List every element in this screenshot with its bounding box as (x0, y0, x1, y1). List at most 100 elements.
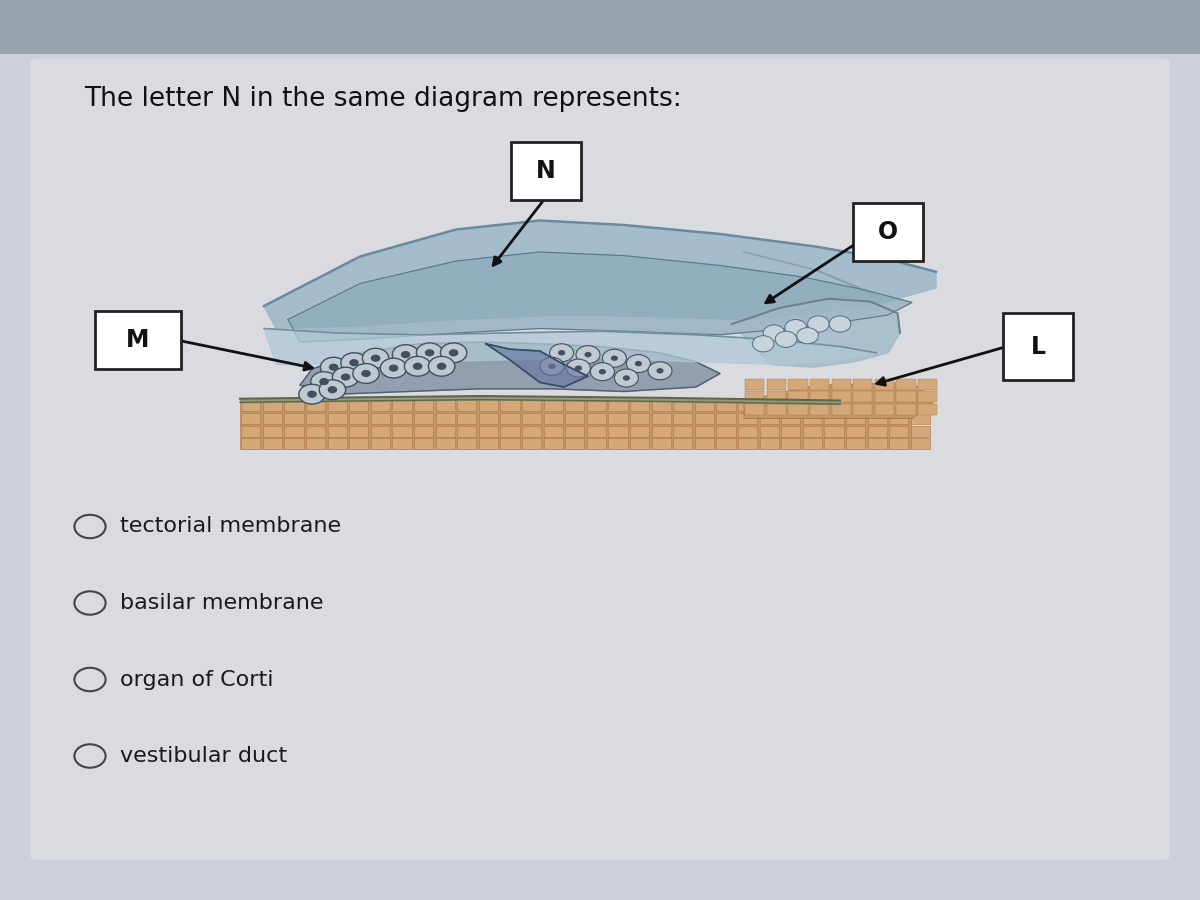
Circle shape (736, 583, 748, 592)
Bar (608, 426, 628, 436)
Circle shape (734, 60, 742, 65)
Bar (371, 438, 390, 449)
Circle shape (178, 633, 186, 639)
Bar (896, 379, 916, 390)
Circle shape (134, 305, 149, 316)
Circle shape (955, 735, 973, 749)
Circle shape (0, 760, 12, 769)
Circle shape (1034, 122, 1046, 132)
Polygon shape (486, 344, 588, 387)
Bar (436, 438, 455, 449)
Circle shape (1081, 819, 1091, 826)
Circle shape (144, 479, 149, 483)
Polygon shape (300, 342, 720, 394)
Circle shape (65, 660, 82, 672)
Circle shape (605, 381, 610, 384)
FancyBboxPatch shape (1003, 313, 1073, 380)
Bar (241, 400, 260, 411)
Circle shape (380, 358, 407, 378)
Circle shape (738, 595, 745, 599)
Circle shape (366, 619, 380, 631)
Bar (832, 404, 851, 415)
Circle shape (440, 343, 467, 363)
Circle shape (544, 233, 551, 238)
Bar (781, 413, 800, 424)
Circle shape (647, 736, 666, 751)
Bar (767, 392, 786, 402)
Circle shape (745, 824, 762, 837)
Bar (630, 426, 649, 436)
Text: M: M (126, 328, 150, 352)
Bar (263, 400, 282, 411)
Circle shape (1062, 360, 1079, 372)
Circle shape (966, 92, 985, 106)
Circle shape (584, 352, 592, 357)
Circle shape (1061, 498, 1068, 503)
Circle shape (1141, 384, 1148, 391)
Bar (695, 400, 714, 411)
Circle shape (306, 336, 316, 343)
Bar (241, 413, 260, 424)
Bar (587, 413, 606, 424)
Bar (241, 426, 260, 436)
Circle shape (548, 364, 556, 369)
Circle shape (618, 242, 630, 251)
Circle shape (320, 357, 347, 377)
Circle shape (442, 90, 457, 102)
Bar (918, 392, 937, 402)
Bar (918, 404, 937, 415)
Bar (889, 400, 908, 411)
Circle shape (787, 760, 793, 764)
Bar (414, 426, 433, 436)
Polygon shape (264, 220, 936, 328)
Bar (284, 400, 304, 411)
Circle shape (1084, 685, 1094, 693)
Bar (832, 379, 851, 390)
Bar (371, 426, 390, 436)
Circle shape (688, 865, 700, 874)
Text: L: L (1031, 335, 1045, 358)
Bar (414, 438, 433, 449)
Bar (436, 426, 455, 436)
Bar (760, 400, 779, 411)
Circle shape (575, 365, 582, 371)
Circle shape (719, 299, 724, 303)
Bar (328, 426, 347, 436)
Circle shape (361, 370, 371, 377)
Circle shape (185, 766, 190, 770)
Bar (349, 438, 368, 449)
Bar (803, 400, 822, 411)
Circle shape (691, 827, 710, 842)
Text: The letter N in the same diagram represents:: The letter N in the same diagram represe… (84, 86, 682, 112)
Bar (853, 404, 872, 415)
Bar (652, 426, 671, 436)
Circle shape (767, 826, 774, 832)
Bar (824, 426, 844, 436)
Circle shape (1135, 142, 1146, 151)
Bar (457, 400, 476, 411)
Circle shape (307, 391, 317, 398)
Bar (479, 400, 498, 411)
Circle shape (125, 556, 144, 571)
Circle shape (725, 890, 731, 895)
Bar (745, 379, 764, 390)
Bar (544, 400, 563, 411)
Circle shape (415, 397, 426, 405)
Bar (587, 400, 606, 411)
Circle shape (632, 693, 638, 698)
Bar (832, 392, 851, 402)
Circle shape (36, 680, 52, 692)
Circle shape (919, 738, 928, 745)
Bar (868, 438, 887, 449)
Circle shape (775, 331, 797, 347)
Circle shape (13, 111, 24, 119)
Circle shape (64, 431, 74, 439)
Circle shape (1121, 566, 1139, 580)
Circle shape (209, 601, 227, 614)
Bar (911, 426, 930, 436)
Circle shape (606, 692, 612, 698)
Bar (500, 413, 520, 424)
Bar (392, 426, 412, 436)
Circle shape (736, 442, 752, 455)
Circle shape (118, 132, 130, 141)
